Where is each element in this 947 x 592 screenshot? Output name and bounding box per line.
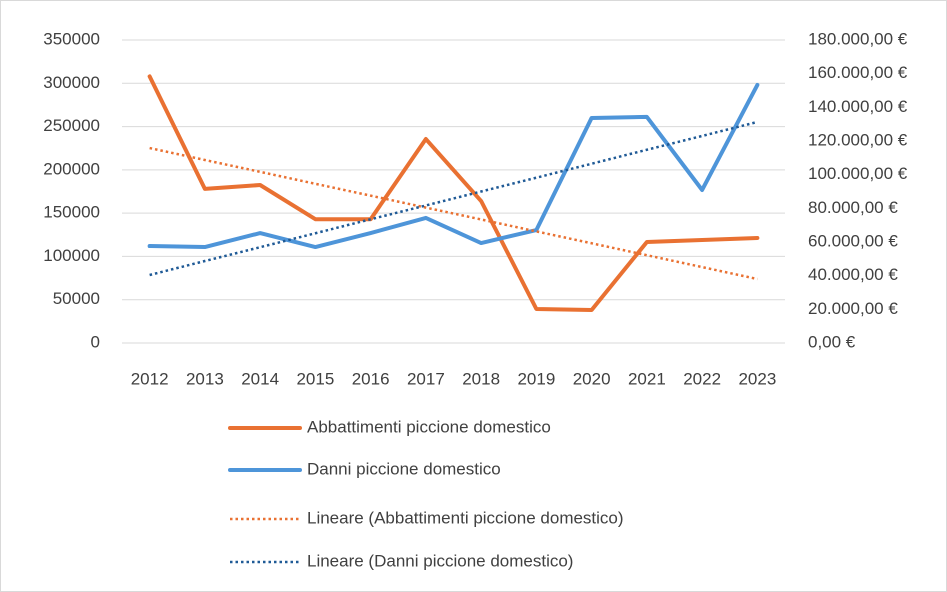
x-tick-label: 2017	[407, 369, 445, 388]
y2-tick-label: 180.000,00 €	[808, 29, 908, 48]
y2-tick-label: 20.000,00 €	[808, 299, 898, 318]
x-tick-label: 2018	[462, 369, 500, 388]
x-tick-label: 2019	[517, 369, 555, 388]
y2-tick-label: 80.000,00 €	[808, 198, 898, 217]
y-tick-label: 350000	[43, 29, 100, 48]
x-tick-label: 2023	[738, 369, 776, 388]
y-tick-label: 100000	[43, 246, 100, 265]
y-tick-label: 150000	[43, 203, 100, 222]
y-tick-label: 50000	[53, 289, 100, 308]
x-tick-label: 2020	[573, 369, 611, 388]
x-tick-label: 2021	[628, 369, 666, 388]
y-tick-label: 300000	[43, 73, 100, 92]
x-tick-label: 2014	[241, 369, 279, 388]
legend-label: Danni piccione domestico	[307, 459, 501, 478]
x-tick-label: 2022	[683, 369, 721, 388]
x-tick-label: 2016	[352, 369, 390, 388]
y2-tick-label: 140.000,00 €	[808, 97, 908, 116]
y2-tick-label: 40.000,00 €	[808, 265, 898, 284]
y2-tick-label: 60.000,00 €	[808, 231, 898, 250]
y2-tick-label: 0,00 €	[808, 332, 856, 351]
trend-line	[149, 146, 758, 281]
legend-label: Lineare (Danni piccione domestico)	[307, 551, 573, 570]
x-tick-label: 2012	[131, 369, 169, 388]
y-tick-label: 0	[91, 332, 100, 351]
series-line	[147, 82, 760, 250]
y2-tick-label: 160.000,00 €	[808, 63, 908, 82]
x-tick-label: 2015	[296, 369, 334, 388]
series-line	[147, 74, 760, 313]
y-tick-label: 200000	[43, 159, 100, 178]
x-tick-label: 2013	[186, 369, 224, 388]
y2-tick-label: 120.000,00 €	[808, 130, 908, 149]
y2-tick-label: 100.000,00 €	[808, 164, 908, 183]
legend-label: Lineare (Abbattimenti piccione domestico…	[307, 508, 624, 527]
legend-label: Abbattimenti piccione domestico	[307, 417, 551, 436]
y-tick-label: 250000	[43, 116, 100, 135]
